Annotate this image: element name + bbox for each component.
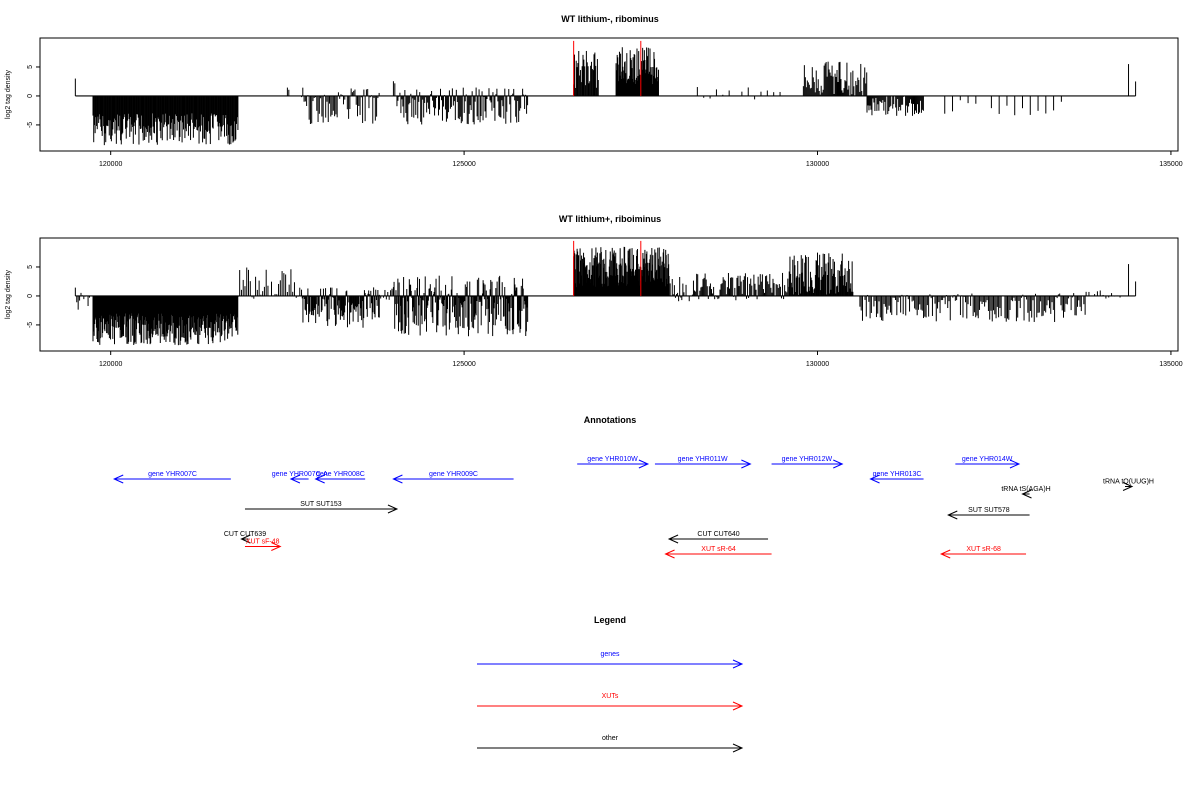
legend-label: genes [600,651,620,658]
y-axis-label: log2 tag density [5,69,12,119]
feature-arrow [1021,489,1032,499]
data-bars [74,47,1137,146]
feature-label: SUT SUT578 [968,507,1010,514]
annotations-panel: Annotations gene YHR007C gene YHR007C-Age… [112,415,1154,559]
y-tick-label: 5 [27,265,34,269]
panel-wt-lithium-plus: WT lithium+, riboiminus log2 tag density -… [5,214,1183,368]
arrow-head [664,549,675,559]
arrow-head [638,459,650,469]
legend-title: Legend [594,615,626,625]
feature-arrow [771,459,844,469]
x-tick-label: 125000 [452,361,475,368]
arrow-head [939,549,951,559]
feature-label: XUT sF-48 [246,539,280,546]
feature-arrow [947,510,1030,520]
feature-label: SUT SUT153 [300,501,342,508]
feature-label: gene YHR007C-A [272,471,328,478]
feature-arrow [869,474,924,484]
feature-label: gene YHR013C [873,471,922,478]
arrow-head [1009,459,1021,469]
feature-arrow [314,474,366,484]
feature-label: gene YHR011W [678,456,728,463]
arrow-head [314,474,325,484]
feature-arrow [244,542,282,551]
legend-arrow [477,743,744,753]
feature-arrow [939,549,1027,559]
arrow-head [741,459,752,469]
panel-wt-lithium-minus: WT lithium-, ribominus log2 tag density -5… [5,14,1183,168]
y-tick-label: -5 [27,322,34,328]
feature-label: tRNA tS(AGA)H [1001,486,1050,493]
arrow-head [240,534,251,544]
feature-arrow [244,504,399,514]
arrow-head [289,474,301,484]
arrow-head [732,701,744,711]
feature-arrow [1122,482,1134,491]
annotations-title: Annotations [584,415,637,425]
feature-label: gene YHR010W [587,456,638,463]
y-tick-label: 5 [27,65,34,69]
feature-label: XUT sR-64 [701,546,736,553]
feature-arrow [577,459,650,469]
x-tick-label: 125000 [452,161,475,168]
y-tick-label: 0 [27,294,34,298]
plot-frame [39,237,1179,352]
feature-arrow [654,459,752,469]
x-tick-label: 130000 [806,161,829,168]
feature-arrow [664,549,772,559]
arrow-head [667,534,679,544]
x-tick-label: 130000 [806,361,829,368]
arrow-head [833,459,844,469]
data-bars [74,246,1137,346]
arrow-head [947,510,958,520]
feature-label: gene YHR008C [316,471,365,478]
feature-arrow [289,474,309,484]
y-tick-label: 0 [27,94,34,98]
arrow-head [271,542,282,551]
feature-arrow [955,459,1021,469]
legend-label: XUTs [602,693,619,700]
x-tick-label: 135000 [1159,361,1182,368]
chart-title: WT lithium+, riboiminus [559,214,661,224]
arrow-head [112,474,124,484]
feature-arrow [112,474,231,484]
feature-label: gene YHR009C [429,471,478,478]
arrow-head [732,659,744,669]
feature-arrow [392,474,514,484]
x-tick-label: 135000 [1159,161,1182,168]
feature-arrow [240,534,251,544]
legend-panel: Legend genes XUTs other [477,615,744,753]
feature-label: XUT sR-68 [966,546,1001,553]
x-tick-label: 120000 [99,361,122,368]
chart-title: WT lithium-, ribominus [561,14,659,24]
arrow-head [392,474,403,484]
arrow-head [387,504,399,514]
y-tick-label: -5 [27,122,34,128]
feature-label: CUT CUT640 [697,531,739,538]
arrow-head [1122,482,1134,491]
arrow-head [732,743,744,753]
feature-label: tRNA tQ(UUG)H [1103,479,1154,486]
arrow-head [869,474,880,484]
arrow-head [1021,489,1032,499]
feature-label: gene YHR014W [962,456,1013,463]
legend-label: other [602,735,619,742]
legend-arrow [477,659,744,669]
y-axis-label: log2 tag density [5,269,12,319]
legend-arrow [477,701,744,711]
feature-label: CUT CUT639 [224,531,266,538]
feature-label: gene YHR012W [782,456,833,463]
plot-frame [39,37,1179,152]
feature-arrow [667,534,769,544]
feature-label: gene YHR007C [148,471,197,478]
x-tick-label: 120000 [99,161,122,168]
